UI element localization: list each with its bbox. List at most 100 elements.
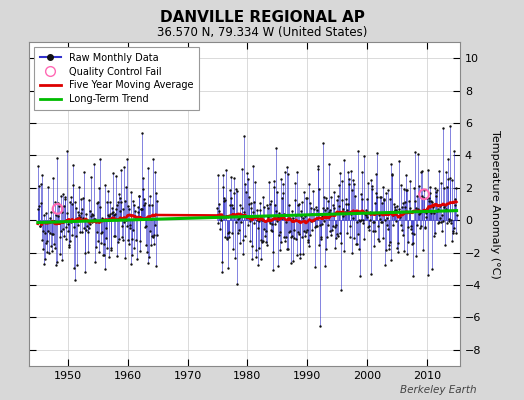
Point	[107, 247, 115, 253]
Point	[235, 226, 244, 233]
Point	[139, 186, 147, 192]
Point	[284, 246, 292, 252]
Point	[376, 216, 385, 222]
Point	[407, 226, 415, 233]
Point	[254, 225, 262, 232]
Point	[135, 193, 144, 200]
Point	[94, 185, 103, 192]
Point	[136, 238, 144, 245]
Point	[283, 164, 291, 170]
Point	[112, 206, 121, 213]
Point	[422, 194, 431, 201]
Point	[36, 222, 44, 229]
Point	[332, 234, 340, 241]
Point	[336, 240, 345, 247]
Point	[446, 220, 455, 226]
Point	[451, 230, 460, 236]
Point	[304, 180, 313, 187]
Point	[93, 199, 102, 206]
Point	[52, 262, 60, 268]
Point	[435, 168, 443, 174]
Point	[397, 222, 406, 228]
Point	[431, 193, 440, 199]
Point	[359, 236, 368, 242]
Point	[299, 251, 307, 258]
Point	[276, 247, 284, 253]
Point	[45, 249, 53, 256]
Point	[414, 151, 422, 157]
Point	[221, 197, 230, 203]
Point	[423, 204, 431, 211]
Point	[282, 218, 290, 225]
Point	[247, 204, 256, 211]
Point	[264, 214, 272, 220]
Point	[249, 163, 258, 169]
Point	[429, 204, 437, 210]
Point	[252, 247, 260, 253]
Point	[289, 215, 297, 222]
Point	[348, 250, 356, 256]
Point	[49, 175, 58, 181]
Point	[271, 202, 280, 208]
Point	[435, 215, 444, 222]
Point	[324, 222, 332, 228]
Point	[442, 184, 451, 190]
Point	[304, 236, 312, 243]
Point	[373, 150, 381, 156]
Point	[63, 228, 72, 234]
Point	[238, 165, 247, 172]
Point	[418, 168, 426, 174]
Point	[124, 236, 133, 243]
Point	[120, 164, 128, 170]
Point	[146, 216, 155, 222]
Point	[328, 227, 336, 233]
Point	[422, 210, 430, 217]
Point	[250, 219, 259, 226]
Point	[329, 202, 337, 208]
Point	[344, 201, 352, 208]
Point	[133, 216, 141, 222]
Point	[269, 267, 277, 273]
Point	[282, 246, 291, 252]
Point	[376, 194, 384, 201]
Point	[265, 179, 273, 186]
Point	[57, 228, 65, 234]
Point	[373, 194, 381, 200]
Point	[92, 244, 101, 250]
Point	[277, 239, 285, 245]
Point	[323, 205, 332, 211]
Point	[222, 167, 231, 173]
Point	[122, 184, 130, 190]
Point	[56, 233, 64, 240]
Point	[258, 216, 267, 223]
Point	[100, 241, 108, 248]
Point	[230, 190, 238, 196]
Point	[62, 224, 70, 230]
Point	[366, 208, 374, 215]
Point	[53, 154, 61, 161]
Point	[414, 211, 423, 218]
Point	[403, 238, 412, 245]
Point	[361, 211, 369, 217]
Point	[354, 148, 362, 154]
Point	[229, 205, 237, 212]
Point	[322, 195, 330, 202]
Point	[324, 161, 333, 167]
Point	[427, 210, 435, 216]
Point	[387, 160, 395, 167]
Point	[278, 194, 286, 201]
Point	[320, 218, 328, 224]
Point	[90, 161, 99, 168]
Point	[84, 225, 93, 231]
Point	[364, 180, 373, 186]
Point	[335, 170, 344, 176]
Point	[411, 205, 420, 211]
Point	[420, 194, 428, 201]
Point	[313, 222, 321, 229]
Point	[224, 265, 233, 271]
Point	[220, 195, 228, 201]
Point	[377, 200, 386, 207]
Point	[286, 215, 294, 222]
Point	[251, 178, 259, 185]
Point	[292, 212, 301, 218]
